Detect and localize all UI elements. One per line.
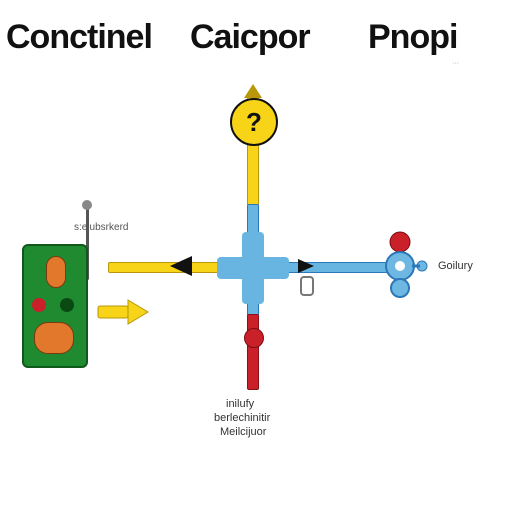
red-ball bbox=[244, 328, 264, 348]
title-word-2: Caicpor bbox=[190, 18, 310, 57]
corner-mark: ··· bbox=[452, 60, 459, 67]
title-word-1: Conctinel bbox=[6, 18, 152, 57]
right-node-icon bbox=[372, 230, 442, 302]
top-arrowhead bbox=[244, 84, 262, 98]
yellow-arrow-icon bbox=[96, 296, 152, 328]
left-guide-cap bbox=[82, 200, 92, 210]
bottom-label-2: berlechinitir bbox=[214, 412, 270, 424]
gray-clip-icon bbox=[300, 276, 314, 296]
black-arrow-left bbox=[168, 252, 196, 280]
vertical-bar-bottom bbox=[247, 314, 259, 390]
bottom-label-3: Meilcijuor bbox=[220, 426, 266, 438]
bottom-label-1: inilufy bbox=[226, 398, 254, 410]
plus-v bbox=[242, 232, 264, 304]
left-label: s:elubsrkerd bbox=[74, 222, 128, 233]
green-board bbox=[22, 244, 88, 368]
black-arrow-right-inner bbox=[296, 256, 316, 276]
right-label: Goilury bbox=[438, 260, 473, 272]
title-word-3: Pnopi bbox=[368, 18, 457, 57]
diagram-canvas: Conctinel Caicpor Pnopi ··· ? s:elubsrke… bbox=[0, 0, 512, 512]
question-sign: ? bbox=[230, 98, 278, 146]
